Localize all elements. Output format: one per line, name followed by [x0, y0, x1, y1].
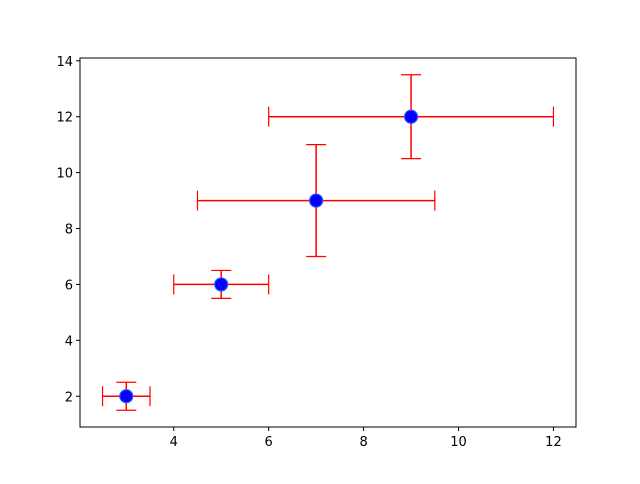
- point: [119, 389, 134, 404]
- x-tick-label: 6: [265, 435, 273, 450]
- y-tick-label: 8: [65, 223, 73, 238]
- point: [309, 193, 324, 208]
- y-tick-label: 4: [65, 334, 73, 349]
- y-tick-label: 2: [65, 390, 73, 405]
- point: [214, 277, 229, 292]
- y-tick-label: 10: [56, 167, 73, 182]
- plot-frame: [79, 57, 577, 428]
- point: [403, 109, 419, 124]
- y-tick-label: 12: [56, 111, 73, 126]
- x-tick-label: 8: [359, 435, 367, 450]
- y-tick-label: 6: [65, 278, 73, 293]
- x-tick-label: 10: [450, 435, 467, 450]
- x-tick-label: 12: [545, 435, 562, 450]
- x-tick-label: 4: [170, 435, 178, 450]
- y-tick-label: 14: [56, 55, 73, 70]
